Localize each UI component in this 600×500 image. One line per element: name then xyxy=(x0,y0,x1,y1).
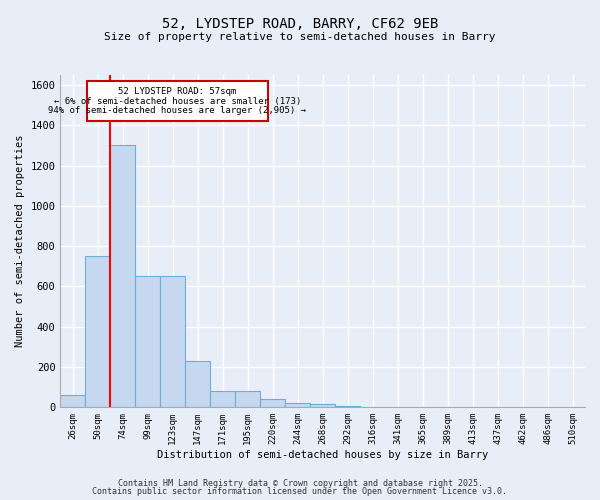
Y-axis label: Number of semi-detached properties: Number of semi-detached properties xyxy=(15,135,25,348)
Text: Contains public sector information licensed under the Open Government Licence v3: Contains public sector information licen… xyxy=(92,487,508,496)
Bar xyxy=(310,404,335,407)
Bar xyxy=(235,391,260,407)
Text: Size of property relative to semi-detached houses in Barry: Size of property relative to semi-detach… xyxy=(104,32,496,42)
FancyBboxPatch shape xyxy=(86,81,268,122)
Bar xyxy=(210,391,235,407)
Text: 94% of semi-detached houses are larger (2,905) →: 94% of semi-detached houses are larger (… xyxy=(48,106,306,116)
Bar xyxy=(285,404,310,407)
Bar xyxy=(160,276,185,407)
Bar xyxy=(335,406,360,408)
Text: 52 LYDSTEP ROAD: 57sqm: 52 LYDSTEP ROAD: 57sqm xyxy=(118,87,236,96)
Text: Contains HM Land Registry data © Crown copyright and database right 2025.: Contains HM Land Registry data © Crown c… xyxy=(118,478,482,488)
Text: ← 6% of semi-detached houses are smaller (173): ← 6% of semi-detached houses are smaller… xyxy=(53,96,301,106)
Bar xyxy=(85,256,110,408)
Bar xyxy=(61,395,85,407)
Text: 52, LYDSTEP ROAD, BARRY, CF62 9EB: 52, LYDSTEP ROAD, BARRY, CF62 9EB xyxy=(162,18,438,32)
Bar xyxy=(110,146,136,408)
Bar xyxy=(136,276,160,407)
X-axis label: Distribution of semi-detached houses by size in Barry: Distribution of semi-detached houses by … xyxy=(157,450,488,460)
Bar xyxy=(260,400,285,407)
Bar xyxy=(185,361,210,408)
